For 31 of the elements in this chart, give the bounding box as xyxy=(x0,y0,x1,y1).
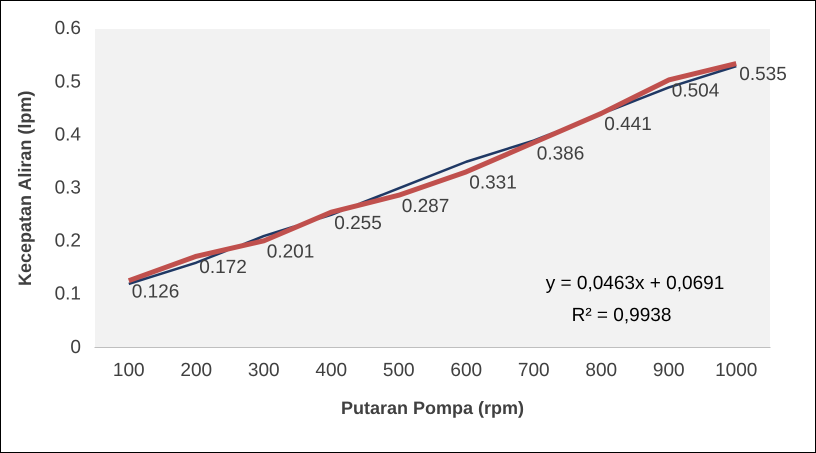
x-tick-label: 900 xyxy=(652,360,685,382)
y-tick-label: 0.5 xyxy=(54,71,82,92)
data-label: 0.126 xyxy=(132,281,180,302)
y-axis-title: Kecepatan Aliran (lpm) xyxy=(14,90,35,286)
annotation: R² = 0,9938 xyxy=(572,304,672,326)
data-label: 0.441 xyxy=(604,114,652,136)
data-label: 0.535 xyxy=(739,64,787,86)
x-tick-label: 700 xyxy=(518,360,550,382)
data-label: 0.201 xyxy=(266,242,314,263)
y-tick-label: 0.1 xyxy=(54,284,82,305)
y-tick-label: 0.2 xyxy=(54,230,82,252)
x-tick-label: 800 xyxy=(585,360,618,382)
y-tick-label: 0.3 xyxy=(54,178,82,199)
y-tick-label: 0.4 xyxy=(54,124,82,146)
x-tick-label: 100 xyxy=(112,360,145,382)
data-label: 0.255 xyxy=(334,212,382,234)
x-tick-label: 400 xyxy=(315,360,348,382)
data-label: 0.172 xyxy=(199,257,247,278)
annotation: y = 0,0463x + 0,0691 xyxy=(546,273,724,294)
x-tick-label: 200 xyxy=(180,360,212,382)
data-label: 0.287 xyxy=(402,196,450,217)
data-label: 0.331 xyxy=(469,172,517,194)
x-tick-label: 1000 xyxy=(715,360,758,382)
x-tick-label: 600 xyxy=(450,360,482,382)
x-tick-label: 300 xyxy=(248,360,280,382)
x-tick-label: 500 xyxy=(382,360,415,382)
y-tick-label: 0.6 xyxy=(54,18,82,40)
y-tick-label: 0 xyxy=(70,336,82,358)
x-axis-title: Putaran Pompa (rpm) xyxy=(340,398,524,418)
data-label: 0.504 xyxy=(672,80,720,102)
data-label: 0.386 xyxy=(536,143,584,164)
